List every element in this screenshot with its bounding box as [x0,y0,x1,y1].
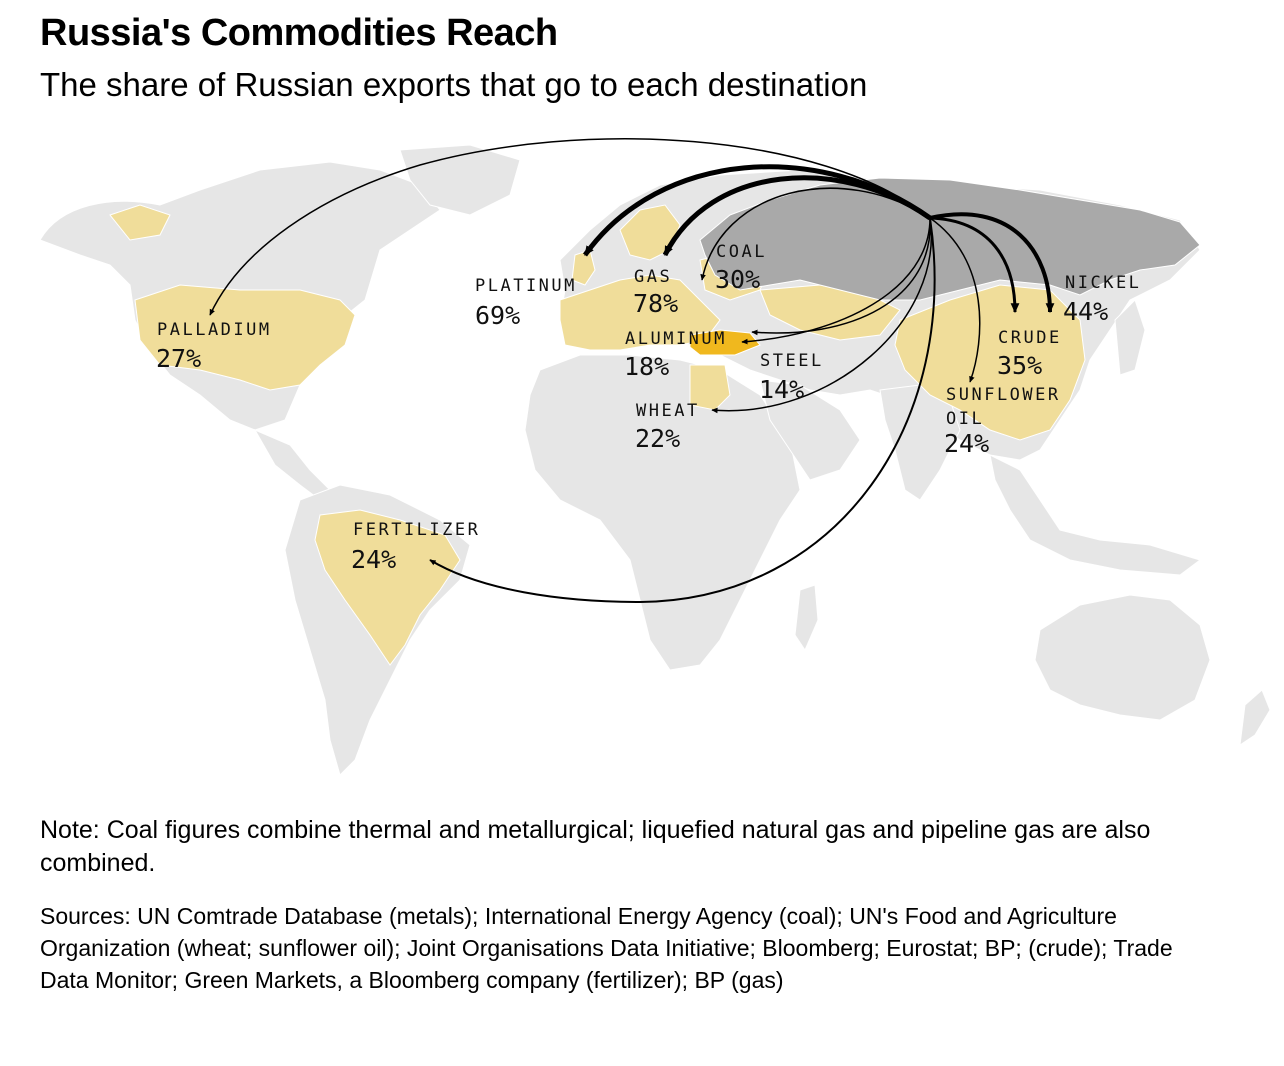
arrow-coal [700,187,931,281]
label-crude-name: CRUDE [998,328,1062,348]
label-sunflower-oil-value: 24% [944,429,989,458]
label-sunflower-oil-line1: SUNFLOWER [946,385,1061,405]
region-egypt [689,364,731,411]
arrow-steel [751,217,931,336]
label-fertilizer-value: 24% [351,545,396,574]
label-crude-value: 35% [997,351,1042,380]
label-sunflower-oil-name: SUNFLOWER OIL [946,385,1073,429]
chart-note: Note: Coal figures combine thermal and m… [40,816,1151,877]
region-brazil [314,509,461,666]
label-platinum-value: 69% [475,301,520,330]
label-sunflower-oil-line2: OIL [946,409,984,429]
label-palladium-value: 27% [156,344,201,373]
arrow-aluminum [741,217,931,345]
label-steel-value: 14% [759,375,804,404]
destination-layer [109,204,1086,666]
arrow-sunflower-oil [929,217,981,383]
arrow-wheat [711,217,933,414]
label-aluminum-name: ALUMINUM [625,329,727,349]
arrow-nickel [929,212,1055,314]
label-aluminum-value: 18% [624,352,669,381]
region-china [894,284,1086,441]
arrow-gas [662,175,932,257]
land-southeast-asia [989,454,1202,576]
region-canada-highlight [109,204,171,241]
land-australia [1034,594,1211,721]
label-gas-name: GAS [634,267,672,287]
chart-subtitle: The share of Russian exports that go to … [40,66,868,103]
chart-title: Russia's Commodities Reach [40,12,558,54]
labels: PALLADIUM 27% PLATINUM 69% GAS 78% COAL … [156,242,1141,574]
label-nickel-value: 44% [1063,297,1108,326]
label-platinum-name: PLATINUM [475,276,577,296]
world-map: PALLADIUM 27% PLATINUM 69% GAS 78% COAL … [39,138,1271,776]
land-new-zealand [1239,689,1271,747]
arrow-palladium [209,138,931,316]
land-central-america [253,428,331,501]
label-fertilizer-name: FERTILIZER [353,520,480,540]
region-russia [699,177,1201,301]
label-coal-value: 30% [715,265,760,294]
flow-arrows [209,138,1055,604]
label-steel-name: STEEL [760,351,824,371]
label-coal-name: COAL [716,242,767,262]
label-gas-value: 78% [633,289,678,318]
region-usa [134,284,356,391]
label-nickel-name: NICKEL [1065,273,1141,293]
label-palladium-name: PALLADIUM [157,320,272,340]
region-turkey [689,329,761,356]
label-wheat-value: 22% [635,424,680,453]
land-madagascar [794,584,819,652]
arrow-crude [929,216,1020,314]
label-wheat-name: WHEAT [636,401,700,421]
chart-sources: Sources: UN Comtrade Database (metals); … [40,903,1173,993]
arrow-fertilizer [429,217,936,604]
land-japan [1114,299,1146,376]
